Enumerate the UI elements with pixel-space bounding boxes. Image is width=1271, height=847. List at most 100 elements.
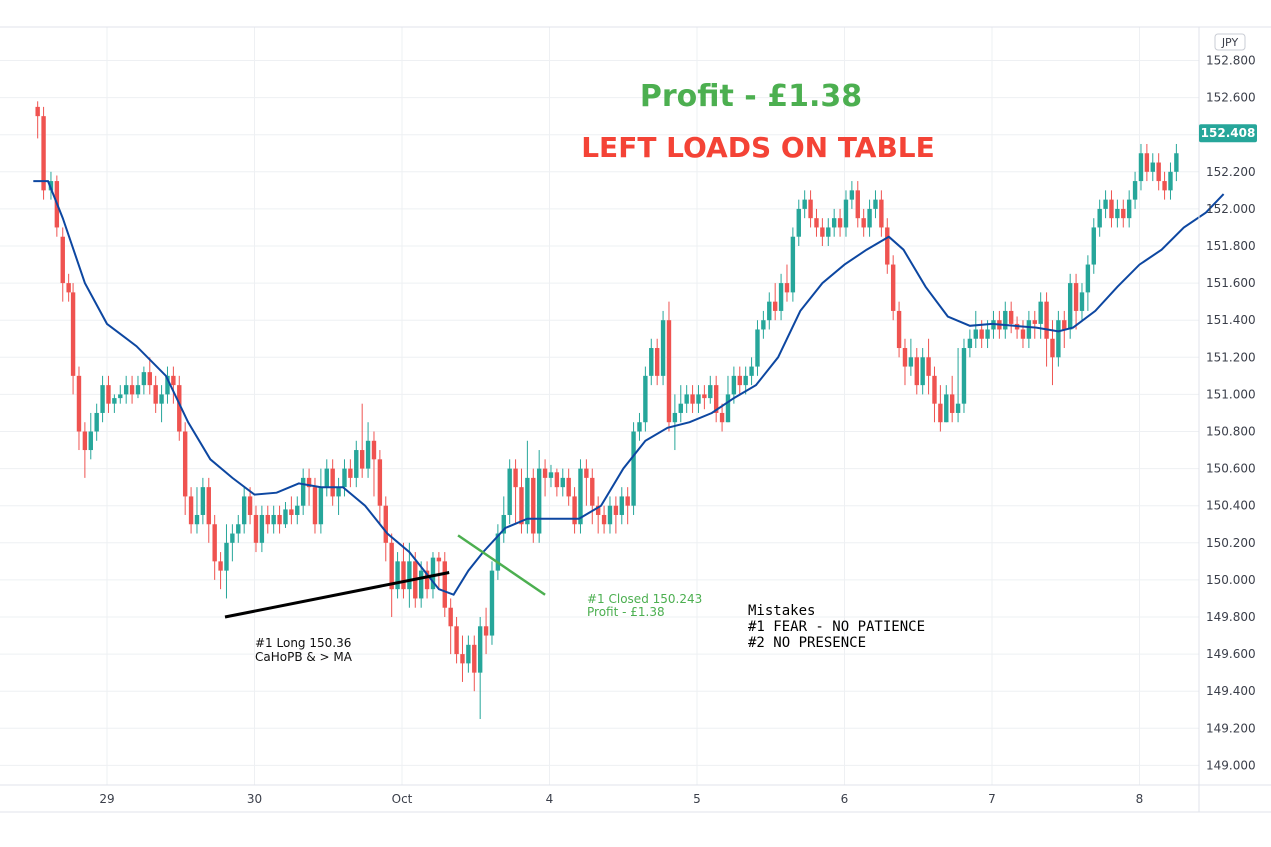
candle xyxy=(944,385,949,423)
exit-label-line1: #1 Closed 150.243 xyxy=(587,592,702,606)
candle xyxy=(171,366,176,404)
candle xyxy=(542,459,548,497)
candle-body xyxy=(1044,301,1049,339)
candle xyxy=(383,496,388,562)
headline-warning: LEFT LOADS ON TABLE xyxy=(581,131,935,164)
candle-body xyxy=(778,283,784,311)
candle-body xyxy=(354,450,359,478)
candle xyxy=(802,190,807,219)
candle-body xyxy=(336,487,341,497)
candle-body xyxy=(873,199,878,209)
candle-body xyxy=(938,403,943,423)
candle-body xyxy=(796,208,801,237)
candle-body xyxy=(424,570,430,590)
candle xyxy=(224,524,229,599)
candle-body xyxy=(1103,199,1108,209)
candle xyxy=(177,375,182,441)
candle xyxy=(873,190,878,219)
candle-body xyxy=(389,542,394,590)
candle-body xyxy=(814,218,819,228)
candle-body xyxy=(1056,320,1061,358)
candle xyxy=(188,487,194,534)
candle xyxy=(112,394,117,413)
candle xyxy=(354,440,359,488)
candle-body xyxy=(265,514,270,525)
candle-body xyxy=(483,626,489,636)
candle-body xyxy=(979,329,984,339)
candle-body xyxy=(383,505,388,543)
time-axis[interactable]: 29 30 Oct 4 5 6 7 8 xyxy=(99,792,1143,806)
candle-body xyxy=(902,348,908,367)
candle xyxy=(719,403,725,432)
candle-body xyxy=(94,412,99,432)
candle xyxy=(643,366,648,432)
candle-body xyxy=(719,412,725,423)
candle-body xyxy=(135,385,141,395)
candle-body xyxy=(708,385,713,399)
y-tick-label: 150.400 xyxy=(1206,499,1256,513)
candle xyxy=(318,468,324,534)
candle xyxy=(495,524,501,580)
candle-body xyxy=(359,450,365,469)
candle-body xyxy=(466,644,471,664)
candle-body xyxy=(1091,227,1096,265)
candle xyxy=(1091,218,1096,274)
candle xyxy=(60,227,65,302)
candle xyxy=(212,514,217,580)
candle xyxy=(513,459,518,525)
candle-body xyxy=(436,557,442,562)
candle xyxy=(259,505,265,553)
candle-body xyxy=(749,366,754,376)
entry-trendline xyxy=(224,571,450,619)
candle-body xyxy=(525,477,530,525)
candle-body xyxy=(619,496,624,515)
currency-badge[interactable] xyxy=(1214,33,1246,51)
candle xyxy=(920,348,925,395)
candle-body xyxy=(200,487,206,515)
candle-body xyxy=(666,320,672,423)
candle-body xyxy=(300,477,306,506)
candle xyxy=(908,338,914,376)
candle-body xyxy=(100,385,105,413)
candle xyxy=(902,338,908,386)
candle xyxy=(454,617,459,664)
candle xyxy=(890,255,896,321)
candle xyxy=(66,273,71,302)
candle-body xyxy=(1121,208,1126,219)
candle xyxy=(348,459,353,488)
candle xyxy=(324,459,329,497)
candle xyxy=(961,338,967,413)
entry-label-line2: CaHoPB & > MA xyxy=(255,650,353,664)
candle xyxy=(466,635,471,673)
candle xyxy=(973,310,978,349)
candle xyxy=(1126,190,1132,228)
candle xyxy=(855,181,860,228)
candle-body xyxy=(672,412,678,423)
candle xyxy=(1003,301,1008,339)
candle-body xyxy=(696,394,701,404)
candle-body xyxy=(808,199,813,219)
candle-body xyxy=(48,181,54,191)
candle xyxy=(94,403,99,441)
candle xyxy=(684,385,689,413)
candle-body xyxy=(601,514,607,525)
candle-body xyxy=(1150,162,1155,172)
candle-body xyxy=(1020,329,1026,339)
mistakes-item-2: #2 NO PRESENCE xyxy=(748,635,866,651)
candle xyxy=(401,542,406,599)
candle xyxy=(265,505,270,534)
candle-body xyxy=(430,557,436,590)
candle xyxy=(129,375,135,404)
candle-body xyxy=(967,338,973,349)
candle-body xyxy=(377,459,383,506)
y-tick-label: 151.000 xyxy=(1206,387,1256,401)
candle-body xyxy=(401,561,406,590)
price-axis[interactable]: 152.800152.600152.400152.200152.000151.8… xyxy=(1206,54,1256,773)
candle-body xyxy=(625,496,630,506)
candle xyxy=(761,310,766,339)
candle-body xyxy=(772,301,778,311)
candle xyxy=(843,190,849,237)
candles xyxy=(35,101,1179,720)
candle xyxy=(1168,162,1173,200)
